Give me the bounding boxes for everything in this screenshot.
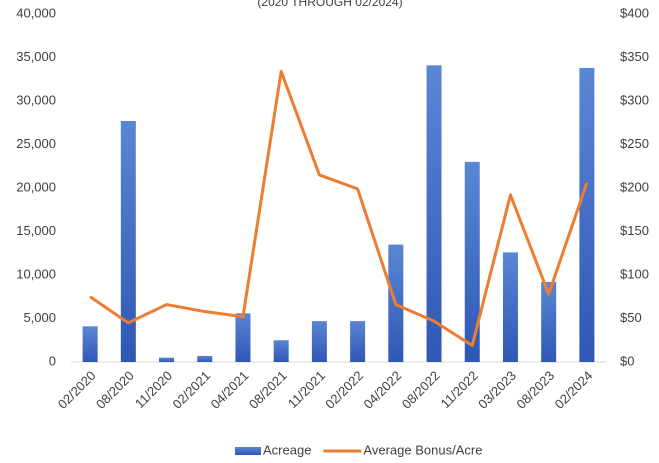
bar — [235, 313, 251, 362]
y-tick-label: 25,000 — [16, 136, 56, 151]
x-tick-label: 11/2020 — [132, 368, 175, 411]
y2-tick-label: $250 — [620, 136, 649, 151]
y2-tick-label: $50 — [620, 310, 642, 325]
x-tick-label: 08/2023 — [513, 368, 557, 412]
y-tick-label: 40,000 — [16, 5, 56, 20]
line — [89, 69, 589, 347]
x-tick-label: 02/2021 — [169, 368, 213, 412]
y-tick-label: 10,000 — [16, 266, 56, 281]
chart-title: (2020 THROUGH 02/2024) — [257, 0, 402, 9]
y2-tick-label: $0 — [620, 353, 634, 368]
bar — [120, 121, 136, 362]
bar — [350, 321, 366, 362]
y-tick-label: 35,000 — [16, 49, 56, 64]
x-tick-label: 02/2020 — [55, 368, 99, 412]
y-tick-label: 15,000 — [16, 223, 56, 238]
y2-tick-label: $350 — [620, 49, 649, 64]
x-tick-label: 02/2024 — [552, 368, 596, 412]
y-tick-label: 5,000 — [23, 310, 56, 325]
x-tick-label: 03/2023 — [475, 368, 519, 412]
y2-tick-label: $400 — [620, 5, 649, 20]
x-tick-label: 02/2022 — [322, 368, 366, 412]
y2-tick-label: $200 — [620, 179, 649, 194]
y2-tick-label: $100 — [620, 266, 649, 281]
bar — [82, 326, 98, 362]
bar — [426, 65, 442, 362]
y-tick-label: 0 — [49, 353, 56, 368]
x-tick-label: 04/2022 — [361, 368, 405, 412]
legend-label: Acreage — [263, 442, 311, 457]
x-tick-label: 11/2022 — [438, 368, 481, 411]
y-tick-label: 20,000 — [16, 179, 56, 194]
y2-tick-label: $300 — [620, 92, 649, 107]
x-tick-label: 08/2022 — [399, 368, 443, 412]
bar — [579, 67, 595, 362]
y-tick-label: 30,000 — [16, 92, 56, 107]
x-tick-label: 11/2021 — [285, 368, 328, 411]
x-tick-label: 04/2021 — [208, 368, 252, 412]
bar — [197, 355, 213, 362]
bar — [502, 252, 518, 362]
y2-tick-label: $150 — [620, 223, 649, 238]
legend-label: Average Bonus/Acre — [363, 442, 482, 457]
bar — [273, 340, 289, 362]
bar — [541, 281, 557, 362]
bar — [159, 357, 175, 362]
x-tick-label: 08/2021 — [246, 368, 290, 412]
x-tick-label: 08/2020 — [93, 368, 137, 412]
bar — [464, 161, 480, 362]
bar — [311, 321, 327, 362]
legend-swatch — [235, 447, 261, 455]
